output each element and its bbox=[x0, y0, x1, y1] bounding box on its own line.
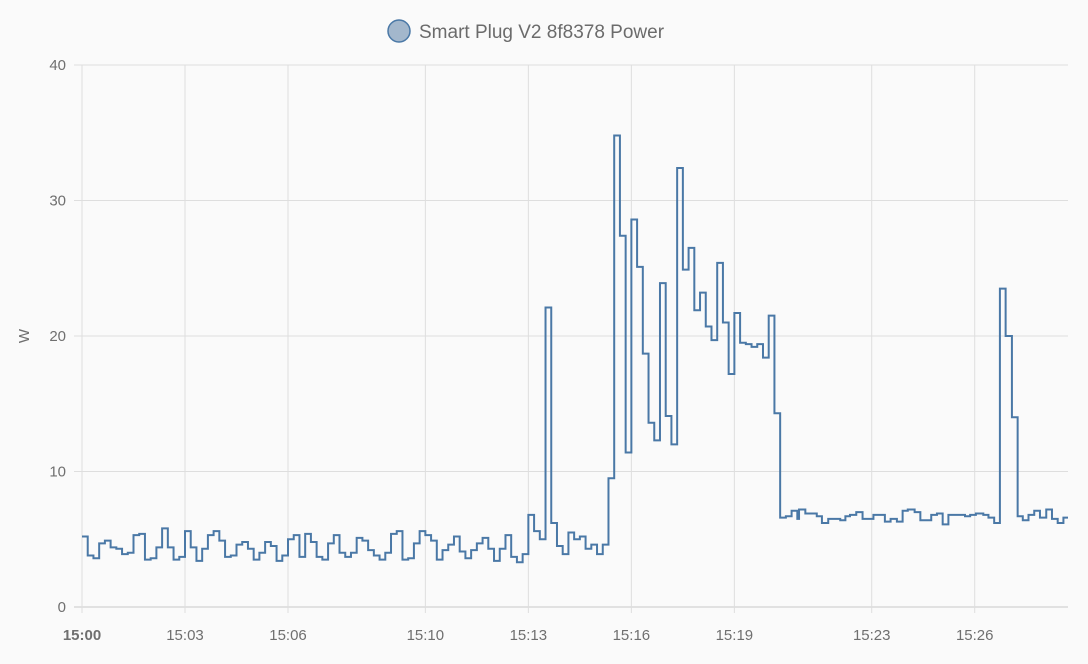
x-tick-label: 15:06 bbox=[269, 627, 307, 644]
grid bbox=[74, 64, 1068, 613]
x-tick-label: 15:00 bbox=[63, 627, 101, 644]
x-axis: 15:00 15:03 15:06 15:10 15:13 15:16 15:19 15:23… bbox=[63, 627, 994, 644]
legend[interactable]: Smart Plug V2 8f8378 Power bbox=[387, 19, 665, 43]
y-axis-label: W bbox=[16, 328, 33, 343]
y-axis: 0 10 20 30 40 bbox=[49, 57, 66, 616]
x-tick-label: 15:19 bbox=[716, 627, 754, 644]
x-tick-label: 15:03 bbox=[166, 627, 204, 644]
x-tick-label: 15:16 bbox=[613, 627, 651, 644]
y-tick-label: 0 bbox=[58, 599, 66, 616]
series-line bbox=[82, 134, 1068, 564]
x-tick-label: 15:13 bbox=[510, 627, 548, 644]
y-tick-label: 20 bbox=[49, 328, 66, 345]
x-tick-label: 15:26 bbox=[956, 627, 994, 644]
y-tick-label: 10 bbox=[49, 464, 66, 481]
y-tick-label: 30 bbox=[49, 193, 66, 210]
x-tick-label: 15:10 bbox=[407, 627, 445, 644]
x-tick-label: 15:23 bbox=[853, 627, 891, 644]
y-tick-label: 40 bbox=[49, 57, 66, 74]
legend-swatch-icon bbox=[387, 19, 411, 43]
legend-label: Smart Plug V2 8f8378 Power bbox=[419, 22, 665, 43]
